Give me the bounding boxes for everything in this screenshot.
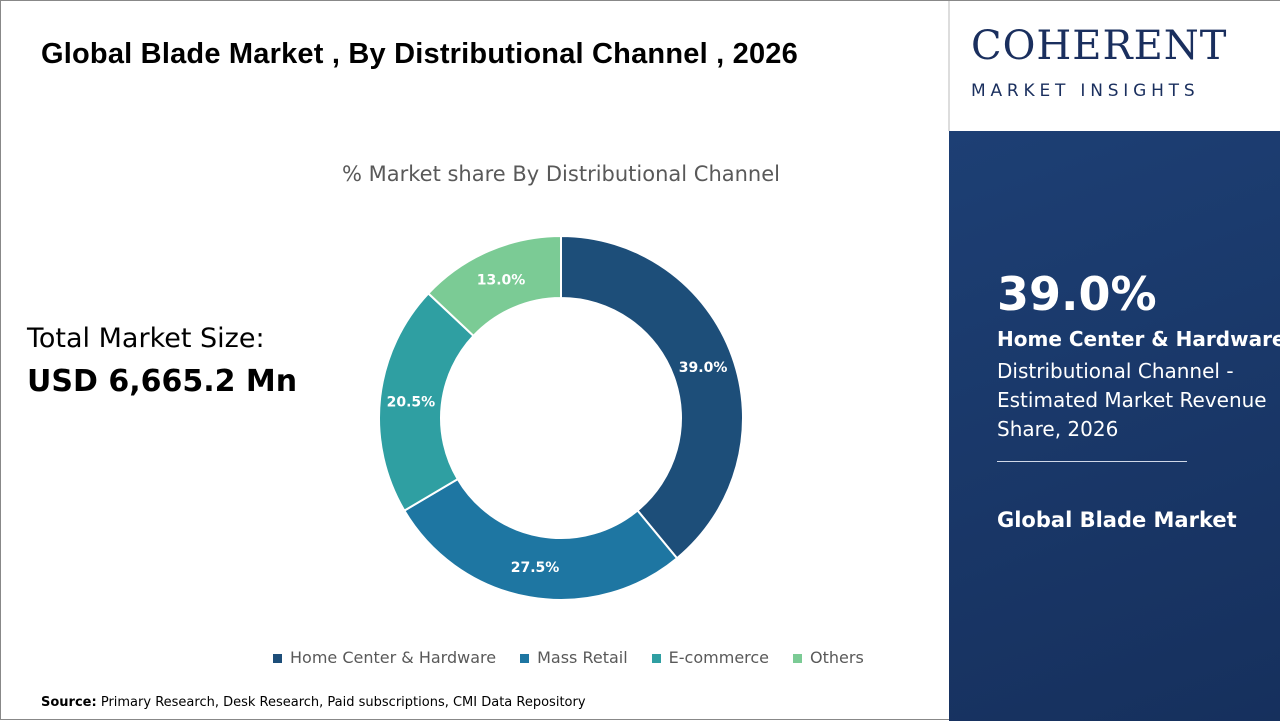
legend-item: E-commerce [651,648,770,668]
legend-label: Mass Retail [537,648,628,667]
source-label: Source: [41,695,97,710]
market-name: Global Blade Market [997,508,1237,532]
divider [997,461,1187,462]
logo-main-text: COHERENT [971,23,1228,69]
page-title: Global Blade Market , By Distributional … [41,38,798,70]
data-label: 27.5% [511,560,560,576]
data-label: 20.5% [387,394,436,410]
highlight-description: Distributional Channel - Estimated Marke… [997,359,1267,441]
highlight-percent: 39.0% [997,267,1157,321]
source-note: Source: Primary Research, Desk Research,… [41,695,586,711]
legend: Home Center & Hardware Mass Retail E-comme… [273,648,864,668]
source-text: Primary Research, Desk Research, Paid su… [100,695,586,710]
donut-chart: 39.0% 27.5% 20.5% 13.0% [378,234,744,601]
logo: COHERENT MARKET INSIGHTS [951,1,1280,131]
data-label: 39.0% [679,360,728,376]
legend-swatch [273,653,282,663]
divider [948,1,950,131]
legend-swatch [793,653,803,663]
legend-item: Mass Retail [520,648,628,668]
data-label: 13.0% [477,272,526,288]
legend-label: Others [810,648,864,667]
total-market-value: USD 6,665.2 Mn [27,364,298,399]
highlight-panel: 39.0% Home Center & Hardware Distributio… [949,131,1280,721]
legend-item: Others [793,648,864,668]
legend-item: Home Center & Hardware [273,648,496,668]
legend-swatch [520,653,530,663]
legend-label: Home Center & Hardware [290,648,497,667]
legend-label: E-commerce [668,648,770,667]
highlight-segment: Home Center & Hardware [997,327,1280,351]
donut-slice [560,234,744,560]
logo-sub-text: MARKET INSIGHTS [971,81,1200,101]
donut-slice [426,234,562,338]
chart-title: % Market share By Distributional Channel [342,162,780,186]
donut-slice [402,477,679,601]
total-market-label: Total Market Size: [27,323,265,354]
legend-swatch [651,653,661,663]
